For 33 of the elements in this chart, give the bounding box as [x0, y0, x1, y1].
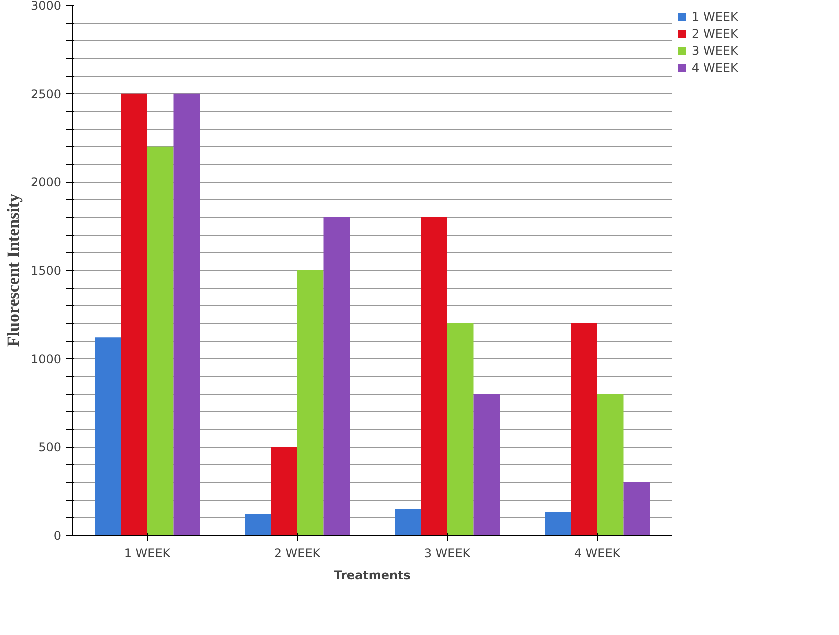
x-tick-label: 3 WEEK: [424, 546, 472, 560]
y-tick-label: 2000: [30, 176, 62, 190]
legend-label: 2 WEEK: [692, 27, 738, 41]
bar: [271, 447, 298, 536]
bar: [448, 324, 474, 536]
bar: [95, 338, 122, 536]
bar: [121, 94, 148, 536]
bar: [298, 270, 324, 536]
bar: [174, 94, 200, 536]
x-tick-label: 4 WEEK: [574, 546, 622, 560]
legend-label: 4 WEEK: [692, 61, 738, 75]
bar: [474, 394, 500, 536]
y-tick-label: 1500: [30, 264, 62, 278]
y-axis-title: Fluorescent Intensity: [4, 193, 23, 348]
bar: [395, 509, 422, 536]
bar: [571, 324, 598, 536]
bar: [545, 512, 572, 536]
y-tick-label: 0: [54, 529, 62, 543]
legend-label: 1 WEEK: [692, 10, 738, 24]
bar: [421, 218, 448, 536]
bar: [624, 482, 650, 536]
bar: [148, 146, 174, 536]
x-tick-label: 2 WEEK: [274, 546, 322, 560]
y-tick-label: 1000: [30, 352, 62, 366]
bar: [324, 218, 350, 536]
y-tick-label: 2500: [30, 87, 62, 102]
y-tick-label: 500: [38, 440, 62, 455]
y-tick-label: 3000: [30, 0, 62, 13]
legend-label: 3 WEEK: [692, 44, 738, 58]
x-tick-label: 1 WEEK: [124, 546, 172, 560]
bar: [245, 514, 272, 536]
x-axis-title: Treatments: [334, 568, 411, 582]
bar: [598, 394, 624, 536]
